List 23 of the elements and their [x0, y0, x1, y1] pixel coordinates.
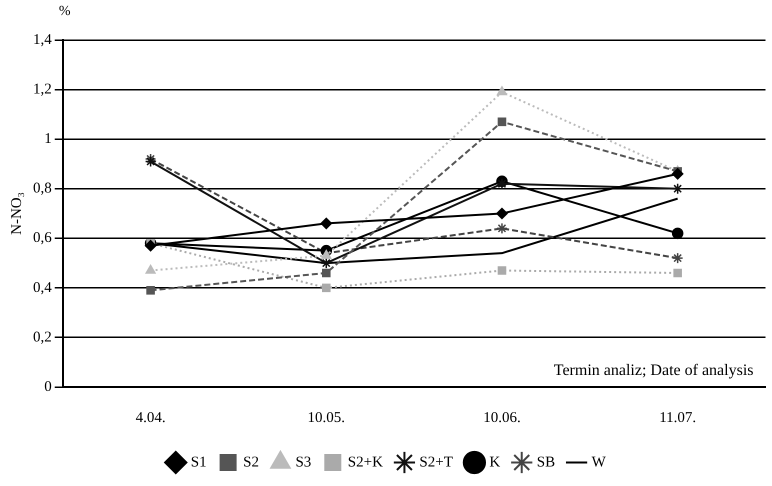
legend-label: SB: [536, 454, 556, 470]
annotation: Termin analiz; Date of analysis: [554, 362, 754, 380]
x-tick-label: 10.06.: [483, 410, 521, 426]
legend-label: S2+K: [348, 454, 384, 470]
y-axis-title: N-NO₃: [8, 192, 25, 235]
y-tick-label: 0,6: [33, 230, 52, 246]
y-tick-label: 0,2: [33, 329, 52, 346]
legend-label: S3: [295, 454, 312, 470]
y-tick-label: 1,4: [33, 32, 52, 48]
y-tick-label: 0,4: [33, 280, 52, 296]
legend-label: W: [592, 454, 607, 470]
legend-label: S1: [190, 454, 207, 470]
x-tick-label: 11.07.: [659, 410, 696, 426]
x-tick-label: 4.04.: [136, 410, 166, 426]
legend-label: S2+T: [419, 454, 453, 470]
y-tick-label: 0: [44, 378, 52, 395]
y-tick-label: 1: [44, 131, 52, 148]
chart-title: %: [58, 4, 71, 19]
y-tick-label: 0,8: [33, 180, 52, 197]
y-tick-label: 1,2: [33, 82, 52, 98]
x-tick-label: 10.05.: [308, 410, 346, 426]
legend-label: S2: [243, 454, 259, 470]
legend-label: K: [489, 454, 500, 470]
